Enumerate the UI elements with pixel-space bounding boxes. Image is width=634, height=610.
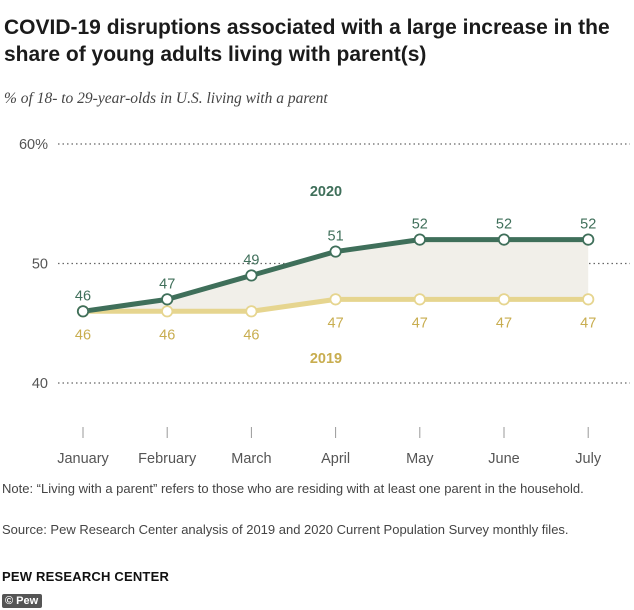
data-point-2019 — [582, 293, 595, 306]
data-label-2020: 51 — [328, 229, 344, 245]
data-label-2020: 52 — [580, 217, 596, 233]
data-point-2019 — [161, 305, 174, 318]
data-point-2020 — [161, 293, 174, 306]
data-point-2020 — [497, 233, 511, 246]
series-label-2019: 2019 — [310, 351, 342, 367]
chart-note: Note: “Living with a parent” refers to t… — [2, 481, 584, 496]
data-label-2019: 46 — [243, 327, 259, 343]
data-label-2019: 47 — [412, 315, 428, 331]
y-tick-label: 50 — [32, 257, 48, 273]
x-tick-label: May — [406, 451, 434, 467]
chart-title: COVID-19 disruptions associated with a l… — [4, 16, 610, 66]
data-label-2020: 47 — [159, 276, 175, 292]
data-point-2019 — [245, 305, 258, 318]
gap-shading — [83, 239, 589, 312]
data-label-2019: 47 — [580, 315, 596, 331]
watermark: © Pew — [2, 594, 43, 608]
x-tick-label: February — [138, 451, 197, 467]
x-tick-label: March — [231, 451, 271, 467]
chart-subtitle: % of 18- to 29-year-olds in U.S. living … — [4, 90, 328, 107]
y-tick-label: 60% — [19, 137, 48, 153]
data-label-2019: 47 — [496, 315, 512, 331]
data-point-2020 — [582, 233, 595, 246]
line-chart: 40 50 60% 46 47 49 51 52 52 52 46 46 46 47 47 47 47 2020 2… — [19, 137, 630, 467]
data-label-2019: 46 — [75, 327, 91, 343]
data-label-2020: 46 — [75, 288, 91, 304]
data-label-2019: 46 — [159, 327, 175, 343]
x-tick-label: April — [321, 451, 350, 467]
data-point-2020 — [245, 269, 258, 282]
data-label-2020: 52 — [496, 217, 512, 233]
data-point-2019 — [413, 293, 426, 306]
data-label-2020: 49 — [243, 252, 259, 268]
x-tick-label: July — [575, 451, 602, 467]
series-label-2020: 2020 — [310, 184, 342, 200]
data-point-2020 — [413, 233, 426, 246]
data-point-2019 — [329, 293, 342, 306]
data-point-2020 — [76, 305, 90, 318]
data-label-2019: 47 — [328, 315, 344, 331]
x-tick-label: June — [488, 451, 519, 467]
y-tick-label: 40 — [32, 376, 48, 392]
x-tick-label: January — [57, 451, 109, 467]
data-label-2020: 52 — [412, 217, 428, 233]
data-point-2020 — [329, 245, 342, 258]
chart-source: Source: Pew Research Center analysis of … — [2, 522, 569, 537]
brand-logo-text: PEW RESEARCH CENTER — [2, 569, 170, 584]
data-point-2019 — [497, 293, 511, 306]
